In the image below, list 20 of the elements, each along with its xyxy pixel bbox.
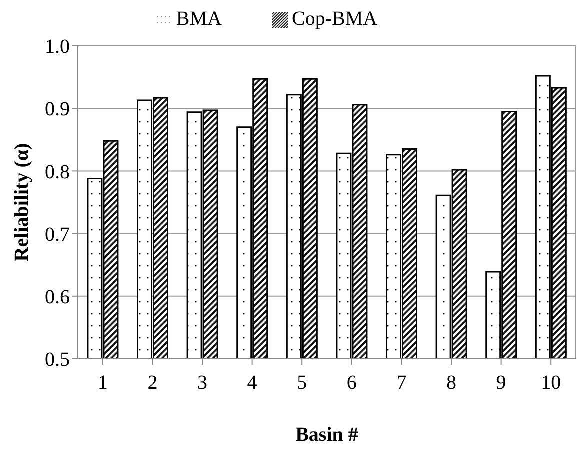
x-tick-label: 2: [148, 372, 158, 394]
legend-label: Cop-BMA: [292, 8, 378, 30]
x-tick-label: 9: [496, 372, 506, 394]
x-tick-label: 10: [541, 372, 562, 394]
y-tick-label: 0.5: [45, 349, 70, 372]
y-tick-label: 0.6: [45, 286, 70, 308]
x-tick-label: 5: [297, 372, 308, 394]
x-tick-label: 3: [198, 372, 208, 394]
x-tick-label: 1: [98, 372, 108, 394]
x-tick-label: 4: [247, 372, 258, 394]
y-tick-label: 0.9: [45, 98, 70, 121]
x-tick-label: 7: [396, 372, 407, 394]
x-tick-label: 8: [446, 372, 456, 394]
y-tick-label: 1.0: [45, 36, 70, 58]
y-tick-label: 0.8: [45, 161, 70, 184]
x-tick-label: 6: [346, 372, 357, 394]
legend-label: BMA: [176, 8, 222, 30]
y-axis-title: Reliability (α): [11, 143, 33, 262]
y-tick-label: 0.7: [45, 224, 70, 246]
x-axis-title: Basin #: [296, 424, 358, 446]
